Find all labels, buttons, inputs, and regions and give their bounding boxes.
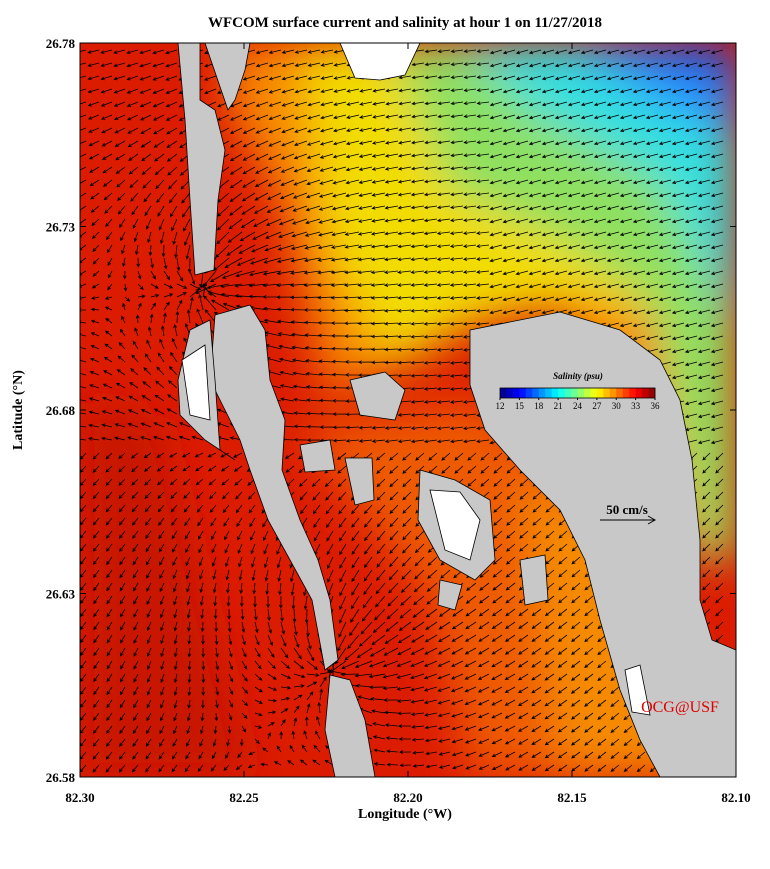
x-tick-label: 82.10 xyxy=(721,790,750,805)
x-axis-label: Longitude (°W) xyxy=(358,807,452,822)
colorbar-swatch xyxy=(609,388,617,398)
colorbar-swatch xyxy=(642,388,649,398)
colorbar-swatch xyxy=(596,388,604,398)
colorbar-swatch xyxy=(635,388,643,398)
colorbar-swatch xyxy=(506,388,514,398)
y-tick-label: 26.78 xyxy=(46,36,76,51)
y-tick-label: 26.63 xyxy=(46,587,76,602)
colorbar-swatch xyxy=(558,388,565,398)
x-tick-label: 82.20 xyxy=(393,790,422,805)
colorbar-swatch xyxy=(538,388,546,398)
colorbar-tick-label: 21 xyxy=(554,401,563,411)
colorbar-tick-label: 12 xyxy=(496,401,505,411)
colorbar-swatch xyxy=(532,388,540,398)
x-tick-label: 82.25 xyxy=(229,790,259,805)
colorbar-swatch xyxy=(603,388,611,398)
credit: OCG@USF xyxy=(641,699,719,716)
scale-arrow: 50 cm/s xyxy=(600,502,657,525)
colorbar-tick-label: 33 xyxy=(631,401,641,411)
scale-label: 50 cm/s xyxy=(606,502,648,517)
colorbar-swatch xyxy=(500,388,507,398)
y-tick-label: 26.68 xyxy=(46,403,76,418)
y-axis-label: Latitude (°N) xyxy=(11,370,26,450)
land xyxy=(177,43,736,777)
colorbar-swatch xyxy=(571,388,578,398)
colorbar-swatch xyxy=(629,388,636,398)
scale-vector xyxy=(600,515,657,525)
colorbar-tick-label: 36 xyxy=(651,401,661,411)
colorbar-swatch xyxy=(648,388,656,398)
colorbar-swatch xyxy=(622,388,630,398)
colorbar-swatch xyxy=(525,388,533,398)
colorbar-swatch xyxy=(551,388,559,398)
colorbar-tick-label: 15 xyxy=(515,401,525,411)
colorbar-swatch xyxy=(545,388,552,398)
colorbar-swatch xyxy=(577,388,585,398)
colorbar: Salinity (psu) 12 15 18 21 24 27 30 33 36 xyxy=(496,371,661,411)
x-tick-label: 82.30 xyxy=(65,790,94,805)
colorbar-title: Salinity (psu) xyxy=(553,371,603,381)
colorbar-tick-label: 18 xyxy=(534,401,544,411)
dry-land xyxy=(181,43,651,716)
colorbar-tick-label: 24 xyxy=(573,401,583,411)
colorbar-tick-label: 27 xyxy=(592,401,602,411)
colorbar-tick-label: 30 xyxy=(612,401,622,411)
colorbar-swatch xyxy=(616,388,624,398)
x-tick-label: 82.15 xyxy=(557,790,587,805)
title: WFCOM surface current and salinity at ho… xyxy=(208,15,602,31)
y-tick-label: 26.58 xyxy=(46,770,76,785)
colorbar-swatch xyxy=(519,388,527,398)
colorbar-swatch xyxy=(512,388,520,398)
y-tick-label: 26.73 xyxy=(46,220,76,235)
colorbar-swatch xyxy=(564,388,572,398)
salinity-field xyxy=(80,43,736,777)
colorbar-swatch xyxy=(590,388,598,398)
colorbar-swatch xyxy=(583,388,591,398)
